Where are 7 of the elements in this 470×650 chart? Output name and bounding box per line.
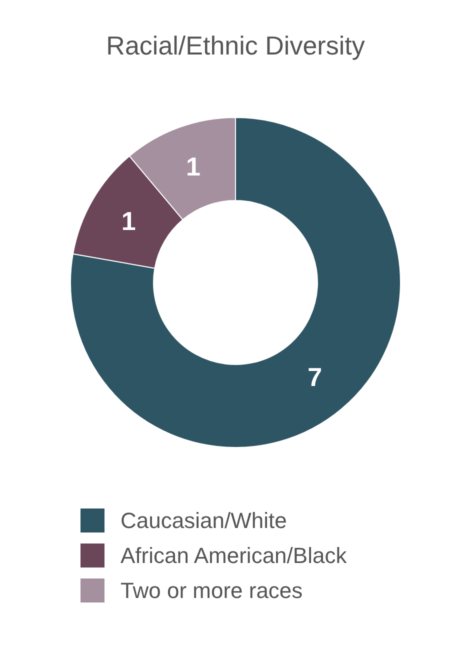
legend-label: Two or more races (120, 578, 303, 603)
legend-label: African American/Black (120, 543, 348, 568)
data-label: 7 (308, 362, 322, 392)
legend-label: Caucasian/White (120, 508, 287, 533)
data-label: 1 (121, 206, 136, 236)
chart-title: Racial/Ethnic Diversity (106, 30, 365, 60)
data-label: 1 (186, 151, 200, 182)
